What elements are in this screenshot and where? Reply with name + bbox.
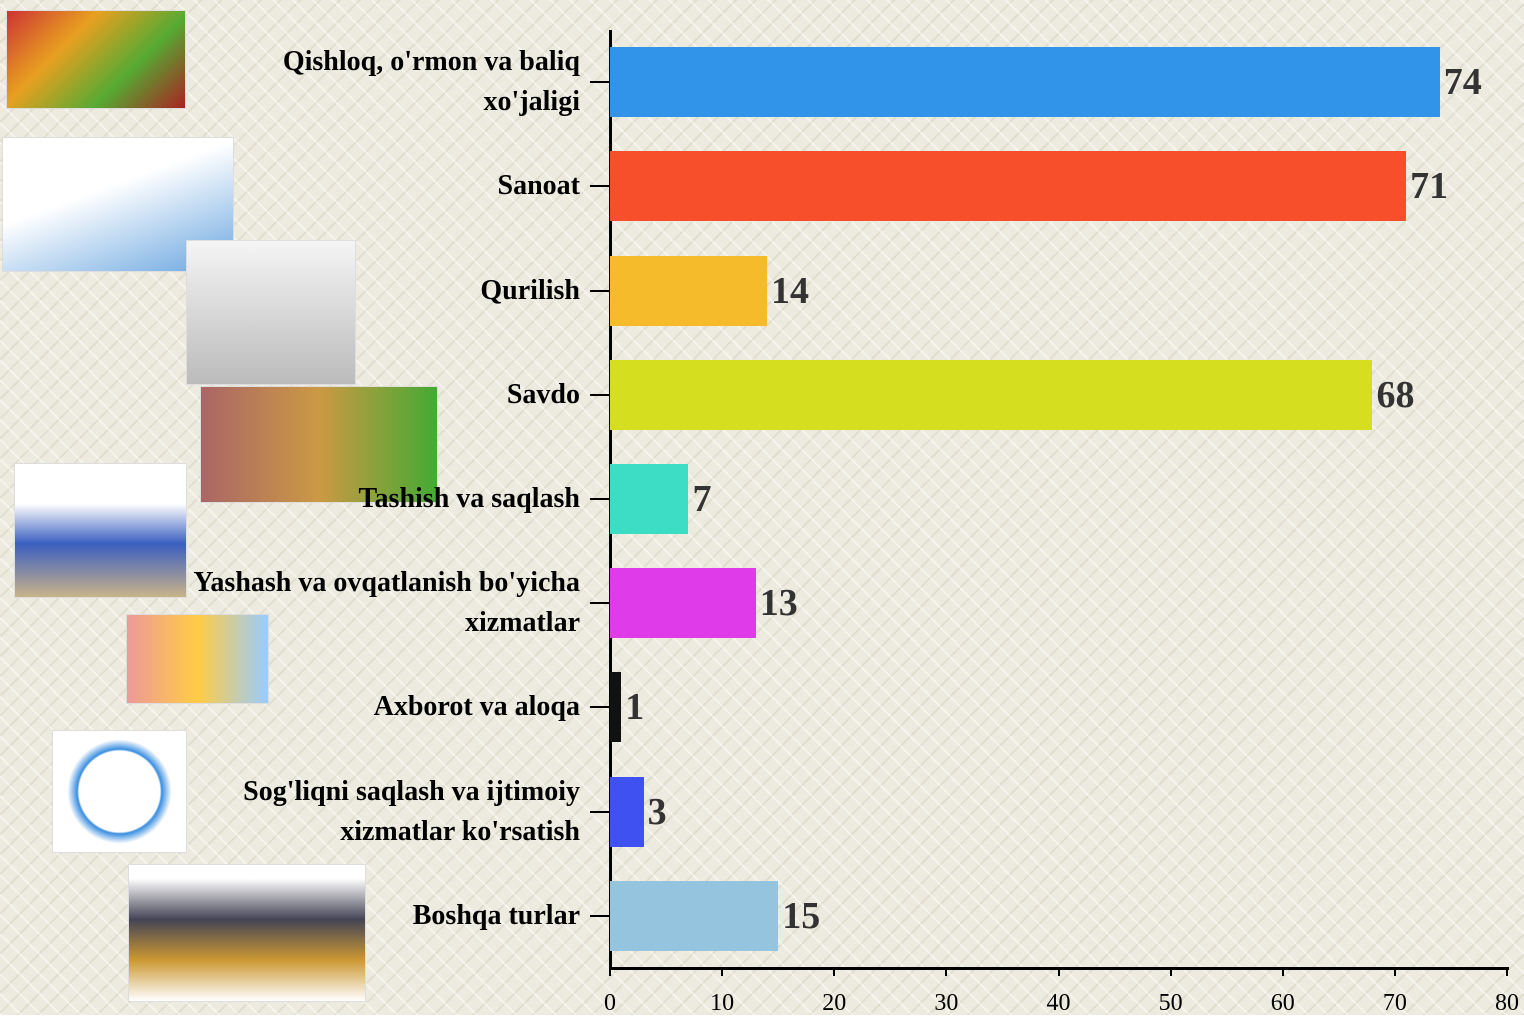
x-tick-label: 40 (1029, 990, 1089, 1017)
bar (610, 360, 1372, 430)
value-label: 3 (648, 792, 667, 832)
picture (186, 240, 356, 385)
x-tick (1282, 968, 1284, 976)
x-tick (1170, 968, 1172, 976)
x-tick-label: 30 (916, 990, 976, 1017)
y-tick (590, 290, 610, 292)
bar (610, 464, 688, 534)
picture (52, 730, 187, 853)
x-tick (1058, 968, 1060, 976)
y-tick-label: Sanoat (180, 166, 580, 206)
y-tick (590, 498, 610, 500)
x-axis (610, 967, 1509, 970)
x-tick (721, 968, 723, 976)
value-label: 1 (625, 687, 644, 727)
x-tick-label: 0 (580, 990, 640, 1017)
y-tick (590, 394, 610, 396)
value-label: 13 (760, 583, 798, 623)
bar (610, 47, 1440, 117)
bar (610, 672, 621, 742)
value-label: 68 (1376, 375, 1414, 415)
value-label: 15 (782, 896, 820, 936)
y-tick-label: Yashash va ovqatlanish bo'yicha xizmatla… (180, 563, 580, 643)
x-tick-label: 20 (804, 990, 864, 1017)
y-tick-label: Sog'liqni saqlash va ijtimoiy xizmatlar … (180, 772, 580, 852)
y-tick-label: Boshqa turlar (180, 896, 580, 936)
value-label: 14 (771, 271, 809, 311)
y-tick (590, 706, 610, 708)
x-tick (945, 968, 947, 976)
x-tick (1394, 968, 1396, 976)
y-tick-label: Qurilish (180, 271, 580, 311)
picture (14, 463, 187, 598)
y-tick-label: Tashish va saqlash (180, 479, 580, 519)
x-tick (1506, 968, 1508, 976)
chart: 0 10 20 30 40 50 60 70 80 Qishloq, o'rmon va bali… (0, 0, 1524, 1015)
bar (610, 151, 1406, 221)
y-tick (590, 81, 610, 83)
x-tick-label: 10 (692, 990, 752, 1017)
x-tick-label: 60 (1253, 990, 1313, 1017)
y-tick (590, 915, 610, 917)
bar (610, 881, 778, 951)
y-tick-label: Qishloq, o'rmon va baliq xo'jaligi (180, 42, 580, 122)
value-label: 7 (692, 479, 711, 519)
y-tick-label: Axborot va aloqa (180, 687, 580, 727)
x-tick (609, 968, 611, 976)
bar (610, 568, 756, 638)
x-tick (833, 968, 835, 976)
bar (610, 256, 767, 326)
y-tick (590, 811, 610, 813)
bar (610, 777, 644, 847)
y-tick (590, 185, 610, 187)
y-tick (590, 602, 610, 604)
x-tick-label: 70 (1365, 990, 1425, 1017)
value-label: 71 (1410, 166, 1448, 206)
value-label: 74 (1444, 62, 1482, 102)
picture (6, 10, 186, 109)
x-tick-label: 50 (1141, 990, 1201, 1017)
y-tick-label: Savdo (180, 375, 580, 415)
x-tick-label: 80 (1477, 990, 1524, 1017)
